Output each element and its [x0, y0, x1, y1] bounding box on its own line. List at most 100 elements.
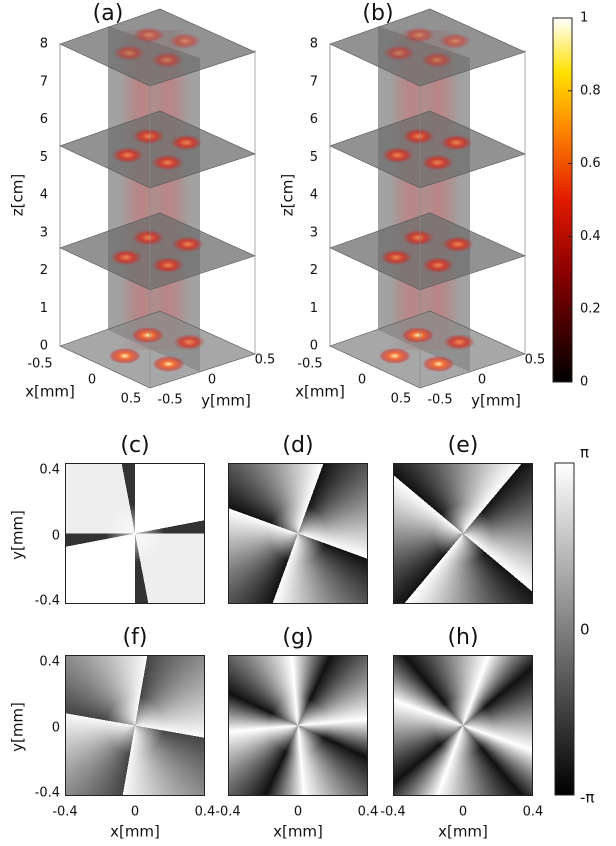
colorbar-tick-label: -π — [580, 789, 594, 807]
x-tick-label: 0 — [131, 805, 139, 820]
z-tick-label: 6 — [310, 112, 318, 127]
phase-map — [65, 655, 205, 796]
y-tick-label: 0.4 — [39, 463, 60, 478]
x-tick-label: 0.4 — [195, 805, 216, 820]
colorbar-tick-label: 0.8 — [580, 83, 601, 98]
x-tick-label: -0.4 — [52, 805, 77, 820]
beam-spot — [443, 334, 476, 351]
beam-spot — [173, 334, 206, 351]
beam-spot — [383, 45, 415, 61]
beam-spot — [402, 128, 435, 145]
z-tick-label: 6 — [40, 112, 48, 127]
x-tick-label: 0.4 — [523, 805, 544, 820]
phase-map — [228, 655, 368, 796]
beam-spot — [170, 134, 203, 151]
x-tick-label: -0.5 — [27, 357, 52, 372]
z-tick-label: 1 — [310, 301, 318, 316]
y-axis-label: y[mm] — [9, 510, 27, 560]
beam-spot — [152, 257, 184, 274]
beam-spot — [402, 229, 435, 246]
x-tick-label: 0.4 — [358, 805, 379, 820]
plane — [329, 212, 526, 291]
panel-label: (d) — [282, 433, 313, 458]
z-tick-label: 8 — [310, 37, 318, 52]
z-tick-label: 0 — [310, 339, 318, 354]
phase-map — [393, 463, 533, 604]
beam-spot — [131, 327, 164, 344]
x-axis-label: x[mm] — [25, 383, 75, 401]
colorbar — [554, 462, 575, 796]
phase-map — [393, 655, 533, 796]
beam-spot — [132, 229, 165, 246]
plane — [59, 310, 256, 389]
plane — [329, 310, 526, 389]
panel-label: (b) — [362, 1, 393, 26]
beam-spot — [152, 355, 185, 372]
z-tick-label: 2 — [40, 263, 48, 278]
colorbar-tick-label: 1 — [580, 11, 588, 26]
panel-label: (f) — [123, 625, 148, 650]
y-tick-label: 0 — [52, 721, 60, 736]
y-axis-label: y[mm] — [9, 702, 27, 752]
beam-spot — [421, 52, 453, 68]
x-tick-label: 0.5 — [391, 392, 412, 407]
panel-label: (c) — [120, 433, 149, 458]
x-axis-label: x[mm] — [295, 383, 345, 401]
y-tick-label: -0.4 — [35, 786, 60, 801]
colorbar-tick-label: π — [580, 444, 589, 462]
x-axis-label: x[mm] — [110, 823, 160, 841]
y-tick-label: 0.5 — [525, 353, 546, 368]
z-tick-label: 3 — [40, 225, 48, 240]
y-tick-label: 0 — [52, 529, 60, 544]
plane — [329, 8, 526, 87]
y-tick-label: -0.5 — [157, 393, 182, 408]
colorbar-tick-label: 0.6 — [580, 156, 601, 171]
z-tick-label: 5 — [40, 150, 48, 165]
plane — [329, 110, 526, 189]
x-tick-label: -0.4 — [380, 805, 405, 820]
panel-label: (h) — [447, 625, 478, 650]
beam-spot — [111, 147, 144, 164]
z-tick-label: 7 — [40, 74, 48, 89]
z-tick-label: 0 — [40, 339, 48, 354]
beam-spot — [169, 33, 201, 49]
beam-spot — [441, 236, 474, 253]
colorbar-tick-label: 0.2 — [580, 302, 601, 317]
z-tick-label: 4 — [40, 188, 48, 203]
z-axis-label: z[cm] — [9, 174, 27, 216]
z-tick-label: 3 — [310, 225, 318, 240]
beam-spot — [133, 27, 165, 43]
beam-spot — [422, 257, 454, 274]
x-tick-label: 0 — [88, 373, 96, 388]
colorbar-tick-label: 0 — [580, 375, 588, 390]
x-tick-label: 0.5 — [121, 392, 142, 407]
y-tick-label: 0.5 — [255, 353, 276, 368]
beam-spot — [171, 236, 204, 253]
beam-spot — [113, 45, 145, 61]
y-axis-label: y[mm] — [201, 392, 251, 410]
beam-spot — [378, 347, 411, 364]
colorbar-tick-label: 0 — [580, 621, 590, 639]
beam-spot — [422, 355, 455, 372]
z-axis-label: z[cm] — [279, 174, 297, 216]
z-tick-label: 4 — [310, 188, 318, 203]
y-tick-label: -0.4 — [35, 594, 60, 609]
beam-spot — [151, 154, 184, 171]
y-tick-label: 0.4 — [39, 655, 60, 670]
plane — [59, 110, 256, 189]
beam-spot — [439, 33, 471, 49]
x-tick-label: 0 — [358, 373, 366, 388]
z-tick-label: 2 — [310, 263, 318, 278]
panel-label: (e) — [448, 433, 479, 458]
z-tick-label: 7 — [310, 74, 318, 89]
x-tick-label: -0.5 — [297, 357, 322, 372]
plane — [59, 8, 256, 87]
beam-spot — [151, 52, 183, 68]
z-tick-label: 5 — [310, 150, 318, 165]
y-tick-label: -0.5 — [427, 393, 452, 408]
z-tick-label: 1 — [40, 301, 48, 316]
y-tick-label: 0 — [208, 373, 216, 388]
x-tick-label: 0 — [459, 805, 467, 820]
